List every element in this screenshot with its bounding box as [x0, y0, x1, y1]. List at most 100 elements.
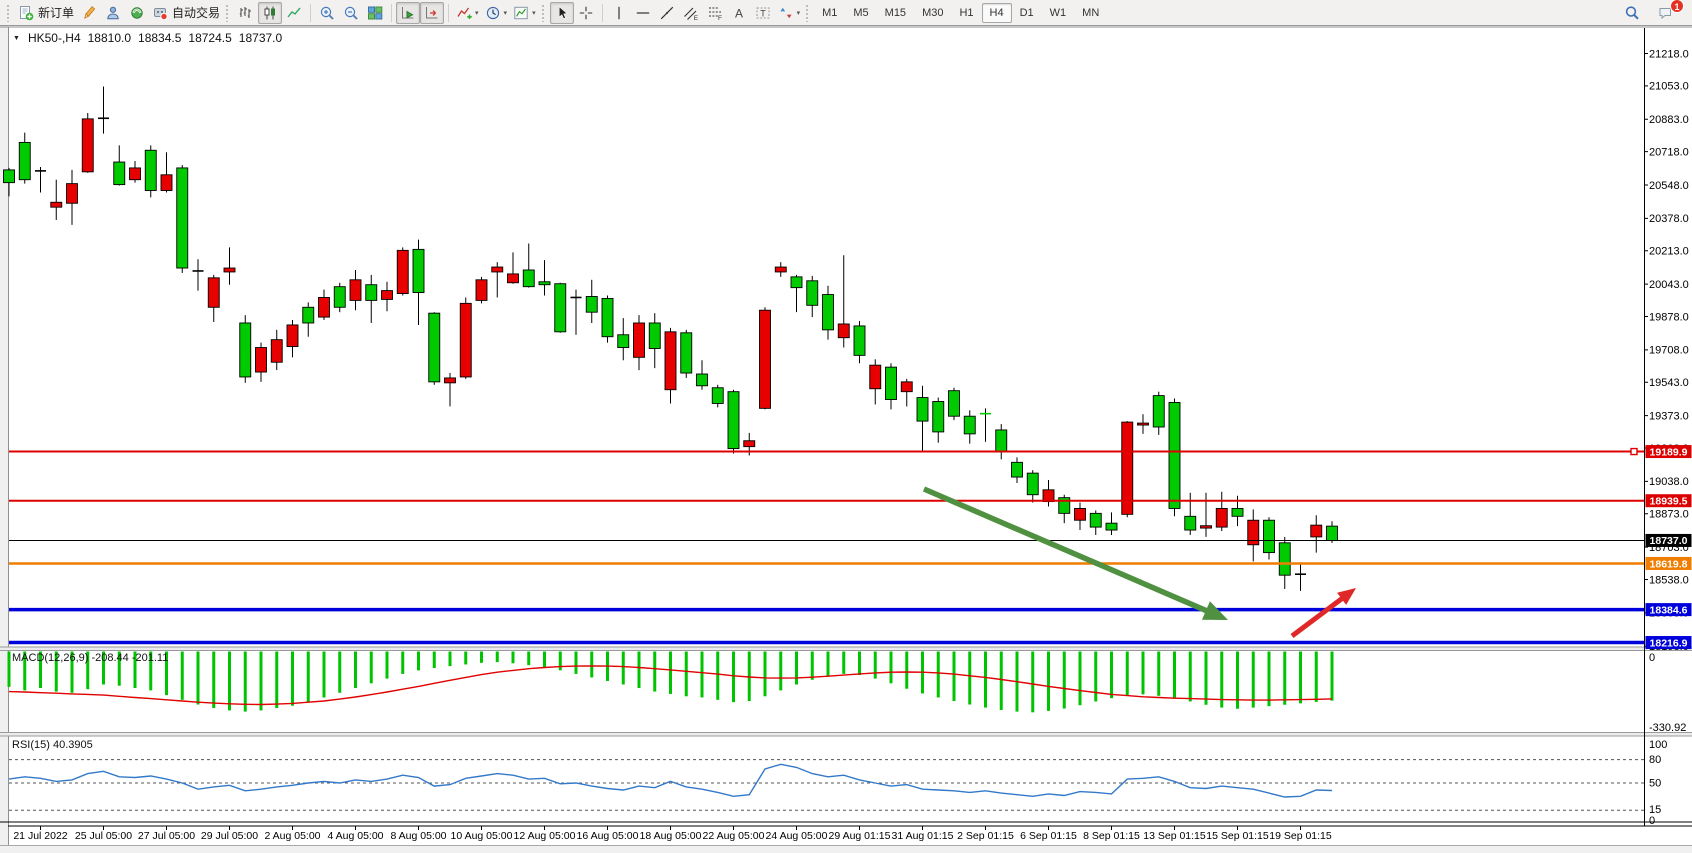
- bar-chart-icon: [239, 6, 252, 18]
- search-button[interactable]: [1620, 2, 1644, 24]
- bull-candle: [837, 323, 850, 339]
- chevron-down-icon: ▾: [475, 9, 479, 17]
- price-tag-label: 18619.8: [1650, 558, 1688, 570]
- trendline-tool-button[interactable]: [655, 2, 679, 24]
- toolbar-grip: [6, 3, 11, 22]
- price-tick: 18538.0: [1649, 574, 1689, 586]
- equidistant-channel-tool-button[interactable]: E: [679, 2, 703, 24]
- bull-candle: [270, 339, 283, 363]
- auto-trading-button[interactable]: 自动交易: [149, 2, 223, 24]
- line-chart-button[interactable]: [282, 2, 306, 24]
- arrows-tool-button[interactable]: ▾: [775, 2, 804, 24]
- chart-canvas[interactable]: 21218.0 21053.0 20883.0 20718.0 20548.0 20378…: [0, 26, 1692, 853]
- timeframe-w1[interactable]: W1: [1049, 6, 1067, 19]
- timeframe-d1[interactable]: D1: [1019, 6, 1034, 19]
- candle-chart-icon: [264, 6, 276, 19]
- signal-icon: [131, 6, 143, 19]
- timeframe-mn[interactable]: MN: [1082, 6, 1100, 19]
- bear-candle: [412, 248, 425, 294]
- date-tick: 29 Jul 05:00: [201, 830, 258, 842]
- crayon-icon: [84, 5, 96, 19]
- notifications-button[interactable]: 1: [1654, 0, 1684, 24]
- text-label-icon: T: [756, 7, 770, 18]
- bear-candle: [1231, 508, 1244, 517]
- bear-candle: [601, 297, 614, 338]
- symbol-period: HK50-,H4: [27, 31, 81, 45]
- date-axis: 21 Jul 2022 25 Jul 05:00 27 Jul 05:00 29 Ju…: [13, 826, 1332, 842]
- timeframe-m30[interactable]: M30: [922, 6, 944, 19]
- profile-icon: [107, 6, 119, 19]
- bull-candle: [507, 273, 519, 284]
- toolbar-grip: [540, 3, 546, 22]
- timeframe-m5[interactable]: M5: [853, 6, 869, 19]
- bear-candle: [113, 161, 126, 186]
- rsi-indicator-label: RSI(15) 40.3905: [12, 739, 93, 751]
- price-tick: 20883.0: [1649, 114, 1689, 126]
- ohlc-close: 18737.0: [238, 31, 283, 45]
- date-tick: 10 Aug 05:00: [451, 830, 513, 842]
- news-signal-button[interactable]: [125, 2, 149, 24]
- vertical-line-tool-button[interactable]: [607, 2, 631, 24]
- price-tick: 20043.0: [1649, 279, 1689, 291]
- chart-title: ▼ HK50-,H4 18810.0 18834.5 18724.5 18737…: [13, 31, 282, 45]
- chart-dropdown-icon[interactable]: ▼: [13, 34, 20, 42]
- date-tick: 8 Sep 01:15: [1083, 830, 1140, 842]
- cursor-icon: [558, 5, 568, 19]
- bear-candle: [727, 391, 740, 450]
- bear-candle: [790, 276, 803, 289]
- trend-arrow-down[interactable]: [922, 486, 1228, 620]
- date-tick: 22 Aug 05:00: [703, 830, 765, 842]
- date-tick: 2 Aug 05:00: [264, 830, 320, 842]
- bear-candle: [1011, 461, 1023, 478]
- bear-candle: [1168, 402, 1181, 509]
- text-label-tool-button[interactable]: T: [751, 2, 775, 24]
- price-tick: 21218.0: [1649, 48, 1689, 60]
- bull-candle: [160, 174, 173, 191]
- bar-chart-button[interactable]: [234, 2, 258, 24]
- bear-candle: [239, 322, 252, 378]
- timeframe-m15[interactable]: M15: [884, 6, 907, 19]
- date-tick: 8 Aug 05:00: [390, 830, 446, 842]
- timeframe-h1[interactable]: H1: [959, 6, 974, 19]
- rsi-axis-label: 15: [1649, 804, 1661, 816]
- templates-menu-button[interactable]: ▾: [510, 2, 539, 24]
- date-tick: 2 Sep 01:15: [957, 830, 1014, 842]
- profiles-button[interactable]: [101, 2, 125, 24]
- text-tool-button[interactable]: A: [727, 2, 751, 24]
- timeframe-m1[interactable]: M1: [822, 6, 838, 19]
- candlestick-chart-button[interactable]: [258, 1, 283, 24]
- chart-shift-icon: [426, 6, 438, 18]
- periods-menu-button[interactable]: ▾: [482, 2, 511, 24]
- chart-window: 21218.0 21053.0 20883.0 20718.0 20548.0 20378…: [0, 26, 1692, 853]
- toolbar-separator: [448, 3, 450, 22]
- horizontal-line-tool-button[interactable]: [631, 2, 655, 24]
- price-tag-label: 18737.0: [1650, 535, 1688, 547]
- tile-windows-button[interactable]: [363, 2, 387, 24]
- date-tick: 19 Sep 01:15: [1269, 830, 1332, 842]
- breakout-arrow-up[interactable]: [1290, 588, 1356, 638]
- indicators-list-button[interactable]: ▾: [453, 2, 482, 24]
- bull-candle: [1074, 508, 1086, 521]
- timeframe-h4[interactable]: H4: [981, 2, 1012, 23]
- rsi-axis-label: 0: [1649, 815, 1655, 827]
- fibonacci-tool-button[interactable]: F: [703, 2, 727, 24]
- styler-button[interactable]: [77, 2, 101, 24]
- crosshair-tool-button[interactable]: [574, 2, 598, 24]
- new-order-button[interactable]: 新订单: [15, 2, 77, 24]
- bull-candle: [1215, 508, 1228, 528]
- date-tick: 27 Jul 05:00: [138, 830, 195, 842]
- bull-candle: [207, 277, 220, 308]
- bear-candle: [995, 429, 1008, 452]
- chart-shift-button[interactable]: [420, 1, 445, 24]
- new-order-label: 新订单: [38, 6, 75, 20]
- auto-scroll-button[interactable]: [396, 1, 421, 24]
- zoom-out-button[interactable]: [339, 2, 363, 24]
- hline-handle[interactable]: [1630, 447, 1638, 456]
- cursor-tool-button[interactable]: [549, 1, 574, 24]
- zoom-in-button[interactable]: [315, 2, 339, 24]
- bear-candle: [1184, 515, 1197, 531]
- date-tick: 6 Sep 01:15: [1020, 830, 1077, 842]
- bear-candle: [522, 269, 535, 288]
- bear-candle: [648, 322, 661, 349]
- price-tag: [1645, 445, 1692, 459]
